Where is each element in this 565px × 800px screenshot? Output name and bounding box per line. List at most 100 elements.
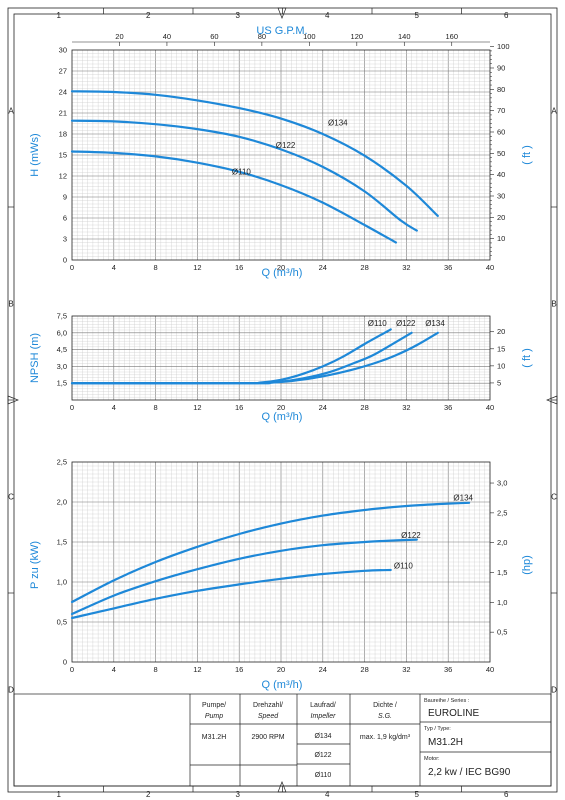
frame-row-left-A: A <box>8 107 14 116</box>
frame-column-top-2: 2 <box>146 11 151 20</box>
head-y-right-tick-40: 40 <box>497 170 505 179</box>
head-x-tick-24: 24 <box>319 263 327 272</box>
head-y-right-tick-60: 60 <box>497 127 505 136</box>
head-x-tick-36: 36 <box>444 263 452 272</box>
power-series-label-0: Ø134 <box>453 493 473 502</box>
npsh-x-tick-36: 36 <box>444 403 452 412</box>
head-y-tick-30: 30 <box>59 46 67 55</box>
npsh-series-label-2: Ø134 <box>425 319 445 328</box>
head-ticks: 0 4 8 12 16 20 24 28 32 36 40369121518212427300102… <box>59 32 510 272</box>
head-y-right-tick-50: 50 <box>497 149 505 158</box>
power-y-tick-2,5: 2,5 <box>57 458 67 467</box>
frame-column-top-4: 4 <box>325 11 330 20</box>
power-x-tick-36: 36 <box>444 665 452 674</box>
sg-label: Dichte / <box>373 702 397 709</box>
sg-value: max. 1,9 kg/dm³ <box>360 734 411 741</box>
motor-label: Motor: <box>424 756 440 762</box>
frame-row-right-B: B <box>551 300 556 309</box>
power-grid <box>72 462 490 662</box>
head-x-tick-16: 16 <box>235 263 243 272</box>
head-x-tick-20: 20 <box>277 263 285 272</box>
power-y-tick-2,0: 2,0 <box>57 498 67 507</box>
power-x-axis-label: Q (m³/h) <box>262 679 303 691</box>
npsh-x-tick-0: 0 <box>70 403 74 412</box>
head-grid <box>72 50 490 260</box>
power-x-tick-0: 0 <box>70 665 74 674</box>
npsh-x-tick-4: 4 <box>112 403 116 412</box>
head-y-right-tick-100: 100 <box>497 42 510 51</box>
npsh-y-right-tick-15: 15 <box>497 344 505 353</box>
head-y-tick-24: 24 <box>59 88 67 97</box>
power-series-label-2: Ø110 <box>394 561 414 570</box>
npsh-y-right-axis-label: ( ft ) <box>521 348 533 368</box>
power-x-tick-8: 8 <box>154 665 158 674</box>
npsh-y-tick-3,0: 3,0 <box>57 362 67 371</box>
head-y-right-axis-label: ( ft ) <box>521 145 533 165</box>
head-x-tick-32: 32 <box>402 263 410 272</box>
pump-value: M31.2H <box>202 734 227 741</box>
npsh-x-tick-28: 28 <box>360 403 368 412</box>
npsh-x-tick-12: 12 <box>193 403 201 412</box>
power-y-right-tick-1,5: 1,5 <box>497 568 507 577</box>
npsh-grid <box>72 316 490 400</box>
head-top-tick-20: 20 <box>115 32 123 41</box>
head-y-right-tick-90: 90 <box>497 63 505 72</box>
speed-label: Drehzahl/ <box>253 702 283 709</box>
frame-row-left-B: B <box>8 300 13 309</box>
frame-column-top-3: 3 <box>236 11 241 20</box>
npsh-x-tick-20: 20 <box>277 403 285 412</box>
npsh-y-right-tick-20: 20 <box>497 327 505 336</box>
head-y-tick-0: 0 <box>63 256 67 265</box>
power-ticks: 0 4 8 12 16 20 24 28 32 36 40 0,5 1,0 1,5 2,0 2,5 0 0,5 1,… <box>57 458 508 675</box>
npsh-x-tick-16: 16 <box>235 403 243 412</box>
frame-column-top-6: 6 <box>504 11 509 20</box>
head-series: Ø134 Ø122 Ø110 <box>70 90 439 244</box>
npsh-series-line-2 <box>70 331 439 385</box>
npsh-y-tick-4,5: 4,5 <box>57 345 67 354</box>
npsh-x-tick-32: 32 <box>402 403 410 412</box>
series-label: Baureihe / Series : <box>424 698 470 704</box>
npsh-chart: Ø110 Ø122 Ø134 0 4 8 12 16 20 24 28 32 36 40 1,5 3,0 4,… <box>29 312 533 424</box>
frame-column-top-5: 5 <box>415 11 420 20</box>
head-top-tick-120: 120 <box>351 32 364 41</box>
power-y-axis-label: P zu (kW) <box>29 541 41 589</box>
frame-row-left-C: C <box>8 493 14 502</box>
frame-column-bottom-1: 1 <box>57 790 62 799</box>
head-x-tick-0: 0 <box>70 263 74 272</box>
head-y-right-tick-10: 10 <box>497 234 505 243</box>
npsh-x-tick-24: 24 <box>319 403 327 412</box>
npsh-series-line-0 <box>70 328 392 385</box>
pump-label-en: Pump <box>205 713 223 720</box>
frame-column-bottom-6: 6 <box>504 790 509 799</box>
head-top-tick-100: 100 <box>303 32 316 41</box>
center-mark-right <box>546 395 558 405</box>
series-value: EUROLINE <box>428 708 479 719</box>
power-y-right-axis-label: (hp) <box>521 555 533 575</box>
power-series-line-0 <box>70 501 471 604</box>
center-mark-left <box>7 395 19 405</box>
frame-row-right-D: D <box>551 686 557 695</box>
head-series-line-2 <box>70 150 397 244</box>
sg-label-en: S.G. <box>378 713 392 720</box>
npsh-x-axis-label: Q (m³/h) <box>262 411 303 423</box>
power-x-tick-20: 20 <box>277 665 285 674</box>
head-top-axis-label: US G.P.M. <box>256 25 307 37</box>
head-x-tick-4: 4 <box>112 263 116 272</box>
power-x-tick-28: 28 <box>360 665 368 674</box>
npsh-y-right-tick-10: 10 <box>497 361 505 370</box>
power-series-line-2 <box>70 568 392 620</box>
title-block-text: Pumpe/ Pump Drehzahl/ Speed Laufrad/ Imp… <box>202 698 511 779</box>
head-x-tick-8: 8 <box>154 263 158 272</box>
title-block-border <box>13 693 552 787</box>
power-y-tick-1,5: 1,5 <box>57 538 67 547</box>
head-y-right-tick-20: 20 <box>497 213 505 222</box>
head-y-tick-27: 27 <box>59 67 67 76</box>
power-y-right-tick-0,5: 0,5 <box>497 628 507 637</box>
head-series-label-0: Ø134 <box>328 119 348 128</box>
head-y-tick-21: 21 <box>59 109 67 118</box>
power-plot-border <box>71 461 491 663</box>
power-series-label-1: Ø122 <box>401 531 421 540</box>
head-y-tick-15: 15 <box>59 151 67 160</box>
